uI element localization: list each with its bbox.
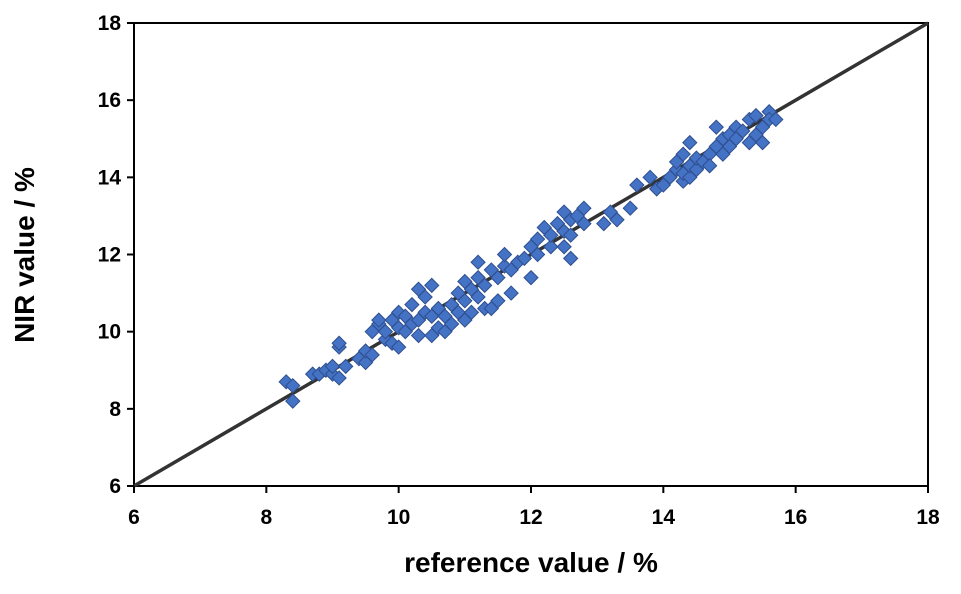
data-point [503,285,519,301]
x-tick-label: 6 [128,506,140,529]
data-point [529,231,546,247]
data-point [496,246,513,263]
y-tick-label: 10 [98,321,121,344]
data-point [285,393,301,409]
data-point [404,296,420,313]
data-point [754,134,771,151]
data-point [457,293,473,309]
y-tick-label: 12 [98,244,121,267]
y-tick-label: 6 [109,475,121,498]
data-point [543,227,559,243]
x-axis-ticks: 6 8 10 12 14 16 18 [128,486,940,529]
data-point [675,146,691,162]
data-point [735,123,751,139]
y-tick-label: 8 [109,398,121,421]
data-point [622,200,638,216]
data-point [324,358,341,375]
data-point [470,254,486,270]
data-point [682,134,698,151]
data-point [576,215,592,232]
x-tick-label: 12 [519,506,542,529]
x-axis-title: reference value / % [404,547,658,578]
data-point [629,177,645,193]
data-point [377,323,394,340]
data-point [562,227,579,243]
data-point [701,158,718,174]
data-point [390,339,407,355]
x-tick-label: 10 [387,506,410,529]
data-point [463,304,480,321]
data-point [543,239,559,255]
data-point [708,119,724,135]
x-tick-label: 16 [784,506,807,529]
data-point [576,200,592,216]
data-point [331,335,347,351]
data-point [609,212,625,228]
x-tick-label: 18 [916,506,940,529]
data-point [476,277,493,294]
y-tick-label: 14 [98,166,122,189]
data-point [748,107,764,124]
data-point [371,312,387,328]
data-point [470,289,486,305]
data-point [556,239,572,255]
y-axis-ticks: 6 8 10 12 14 16 18 [98,12,134,498]
y-axis-title: NIR value / % [9,167,40,343]
data-point [523,269,539,286]
data-point [364,347,380,363]
data-point [642,169,658,186]
data-point [424,277,440,294]
y-tick-label: 16 [98,89,121,112]
data-points [278,104,784,409]
data-point [443,316,460,332]
data-point [490,293,506,309]
data-point [516,250,533,267]
data-point [338,358,354,375]
data-point [768,111,784,128]
data-point [596,215,612,232]
y-tick-label: 18 [98,12,122,35]
x-tick-label: 8 [260,506,272,529]
data-point [529,246,546,263]
data-point [331,370,347,386]
data-point [490,269,506,286]
data-point [285,377,301,394]
data-point [562,250,579,267]
x-tick-label: 14 [652,506,676,529]
data-point [410,327,427,344]
data-point [417,289,433,305]
